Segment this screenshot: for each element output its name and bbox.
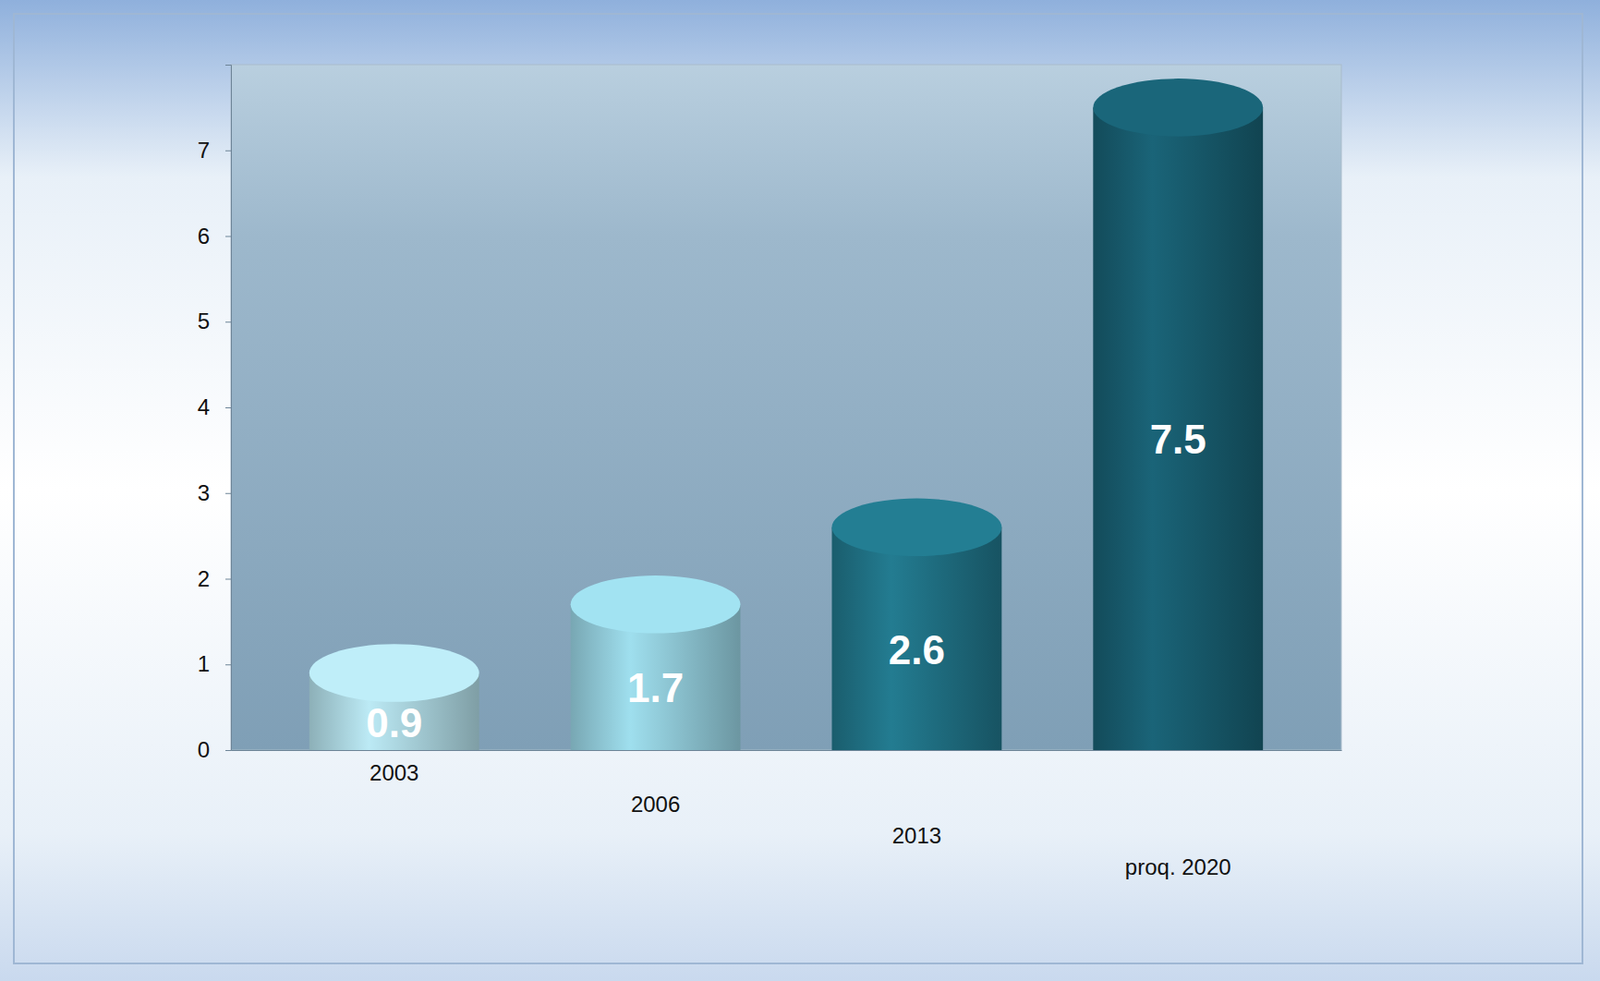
y-tick: 4 (197, 394, 231, 420)
data-label: 0.9 (365, 700, 423, 746)
y-tick-mark (225, 750, 231, 752)
chart: 0 1 2 3 4 5 6 7 2003 2006 2013 proq. 2020 0.9 1.7 2.6 7… (0, 0, 1600, 981)
y-tick-mark (225, 579, 231, 581)
bar-top (309, 643, 480, 703)
y-tick-label: 3 (197, 480, 210, 506)
x-tick: 2003 (369, 750, 419, 786)
y-tick: 3 (197, 480, 231, 506)
data-label: 2.6 (888, 627, 946, 673)
x-tick-label: 2006 (630, 791, 680, 817)
data-labels: 0.9 1.7 2.6 7.5 (365, 416, 1207, 745)
x-tick: proq. 2020 (1125, 750, 1232, 880)
x-axis-line (231, 750, 1343, 752)
y-axis: 0 1 2 3 4 5 6 7 (197, 65, 232, 764)
y-tick-label: 0 (197, 737, 210, 763)
x-axis: 2003 2006 2013 proq. 2020 (231, 750, 1343, 880)
y-tick: 6 (197, 223, 231, 249)
y-tick: 1 (197, 651, 231, 677)
y-tick: 2 (197, 566, 231, 592)
x-tick: 2013 (892, 750, 942, 849)
x-tick-label: proq. 2020 (1125, 854, 1232, 880)
x-tick-label: 2013 (892, 823, 942, 849)
y-tick-label: 7 (197, 137, 210, 163)
bars (309, 78, 1263, 751)
y-tick-mark (225, 407, 231, 409)
y-axis-line (225, 65, 232, 752)
bar-top (831, 498, 1002, 558)
y-tick-mark (225, 150, 231, 152)
y-tick: 0 (197, 737, 231, 763)
bar (831, 527, 1002, 751)
y-tick-label: 2 (197, 566, 210, 592)
y-tick: 5 (197, 308, 231, 334)
y-tick-mark (225, 493, 231, 495)
y-tick: 7 (197, 137, 231, 163)
y-tick-mark (225, 236, 231, 238)
y-tick-mark (225, 321, 231, 323)
y-tick-label: 5 (197, 308, 210, 334)
data-label: 7.5 (1150, 416, 1207, 462)
x-tick-label: 2003 (369, 760, 419, 786)
y-tick-mark (225, 664, 231, 666)
bar-top (570, 575, 741, 634)
data-label: 1.7 (627, 665, 684, 711)
y-tick-label: 6 (197, 223, 210, 249)
plot: 0 1 2 3 4 5 6 7 2003 2006 2013 proq. 2020 0.9 1.7 2.6 7… (197, 64, 1343, 880)
bar (1092, 107, 1263, 751)
x-tick: 2006 (630, 750, 680, 817)
y-tick-label: 1 (197, 651, 210, 677)
bar-top (1092, 78, 1263, 137)
y-tick-label: 4 (197, 394, 210, 420)
